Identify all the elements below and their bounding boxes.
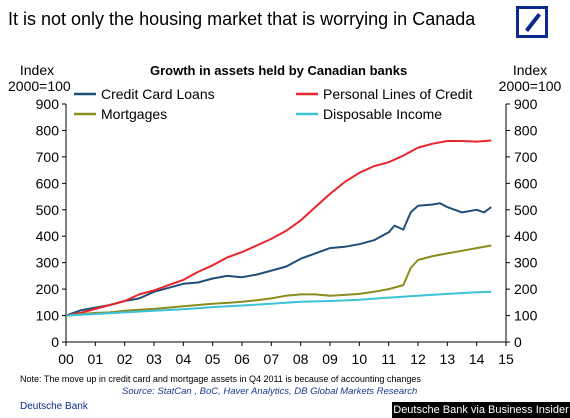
y-tick-label-left: 800 — [36, 122, 60, 138]
x-tick-label: 10 — [352, 351, 368, 367]
left-axis-label: Index 2000=100 — [8, 62, 71, 94]
x-tick-label: 08 — [293, 351, 309, 367]
y-tick-label-right: 0 — [514, 334, 522, 350]
brand-label: Deutsche Bank — [20, 401, 88, 412]
series-line-personal-lines-of-credit — [65, 139, 492, 317]
y-tick-label-left: 300 — [36, 255, 60, 271]
legend-label: Personal Lines of Credit — [323, 86, 473, 102]
x-tick-label: 09 — [322, 351, 338, 367]
legend-label: Credit Card Loans — [101, 86, 215, 102]
x-tick-label: 13 — [440, 351, 456, 367]
right-axis-label-line1: Index — [512, 62, 548, 78]
x-tick-label: 00 — [58, 351, 74, 367]
y-tick-label-right: 400 — [514, 228, 538, 244]
left-axis-label-line1: Index — [19, 62, 55, 78]
right-axis-label: Index 2000=100 — [498, 62, 562, 94]
y-tick-label-left: 400 — [36, 228, 60, 244]
legend-label: Disposable Income — [323, 106, 442, 122]
x-tick-label: 01 — [88, 351, 104, 367]
deutsche-bank-logo-icon — [516, 6, 548, 38]
footnote: Note: The move up in credit card and mor… — [20, 374, 421, 384]
x-tick-label: 02 — [117, 351, 133, 367]
series-line-mortgages — [65, 244, 492, 317]
series-line-credit-card-loans — [65, 202, 492, 317]
y-tick-label-left: 100 — [36, 308, 60, 324]
y-tick-label-right: 700 — [514, 149, 538, 165]
y-tick-label-right: 300 — [514, 255, 538, 271]
x-tick-label: 05 — [205, 351, 221, 367]
headline: It is not only the housing market that i… — [8, 9, 476, 29]
y-tick-label-right: 600 — [514, 175, 538, 191]
y-tick-label-right: 800 — [514, 122, 538, 138]
x-tick-label: 14 — [469, 351, 485, 367]
credit-banner: Deutsche Bank via Business Insider — [392, 402, 570, 418]
legend-label: Mortgages — [101, 106, 167, 122]
y-tick-label-left: 0 — [51, 334, 59, 350]
y-tick-label-left: 700 — [36, 149, 60, 165]
x-tick-label: 04 — [176, 351, 192, 367]
left-axis-label-line2: 2000=100 — [8, 78, 71, 94]
x-tick-label: 06 — [234, 351, 250, 367]
x-tick-label: 15 — [498, 351, 514, 367]
chart-title: Growth in assets held by Canadian banks — [150, 63, 408, 78]
x-tick-label: 07 — [264, 351, 280, 367]
y-tick-label-right: 900 — [514, 96, 538, 112]
y-tick-label-right: 500 — [514, 202, 538, 218]
y-tick-label-left: 600 — [36, 175, 60, 191]
x-tick-label: 12 — [410, 351, 426, 367]
y-tick-label-left: 200 — [36, 281, 60, 297]
y-tick-label-right: 100 — [514, 308, 538, 324]
source-line: Source: StatCan , BoC, Haver Analytics, … — [122, 386, 418, 397]
x-tick-label: 11 — [381, 351, 396, 367]
series-line-disposable-income — [65, 290, 492, 317]
x-tick-label: 03 — [146, 351, 162, 367]
right-axis-label-line2: 2000=100 — [498, 78, 562, 94]
y-tick-label-left: 500 — [36, 202, 60, 218]
y-tick-label-right: 200 — [514, 281, 538, 297]
y-tick-label-left: 900 — [36, 96, 60, 112]
